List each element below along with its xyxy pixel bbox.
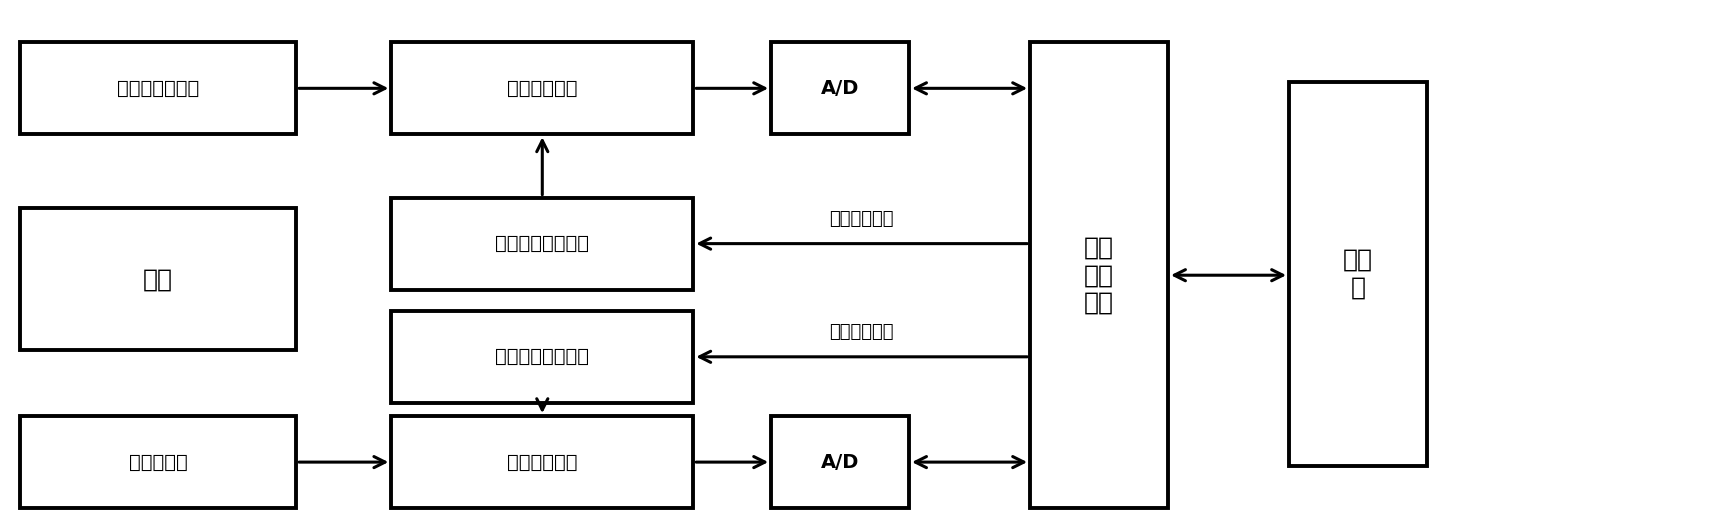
Bar: [1289, 82, 1427, 466]
Text: 超声增益控制装置: 超声增益控制装置: [495, 234, 589, 253]
Text: 红外放大装置: 红外放大装置: [507, 453, 577, 471]
Bar: [771, 416, 909, 508]
Bar: [391, 416, 693, 508]
Bar: [21, 208, 296, 350]
Text: 红外增益控制: 红外增益控制: [830, 323, 894, 341]
Text: A/D: A/D: [821, 453, 859, 471]
Text: 超声接收传感器: 超声接收传感器: [118, 79, 199, 98]
Text: 超声增益控制: 超声增益控制: [830, 210, 894, 228]
Bar: [21, 42, 296, 135]
Text: A/D: A/D: [821, 79, 859, 98]
Bar: [391, 311, 693, 403]
Text: 第二
微处
理器: 第二 微处 理器: [1084, 236, 1114, 315]
Text: 红外增益控制装置: 红外增益控制装置: [495, 347, 589, 367]
Bar: [391, 197, 693, 290]
Text: 电源: 电源: [144, 267, 173, 291]
Bar: [391, 42, 693, 135]
Text: 红外接收管: 红外接收管: [128, 453, 187, 471]
Text: 存储
器: 存储 器: [1342, 248, 1373, 300]
Bar: [1031, 42, 1167, 508]
Bar: [21, 416, 296, 508]
Bar: [771, 42, 909, 135]
Text: 超声放大装置: 超声放大装置: [507, 79, 577, 98]
